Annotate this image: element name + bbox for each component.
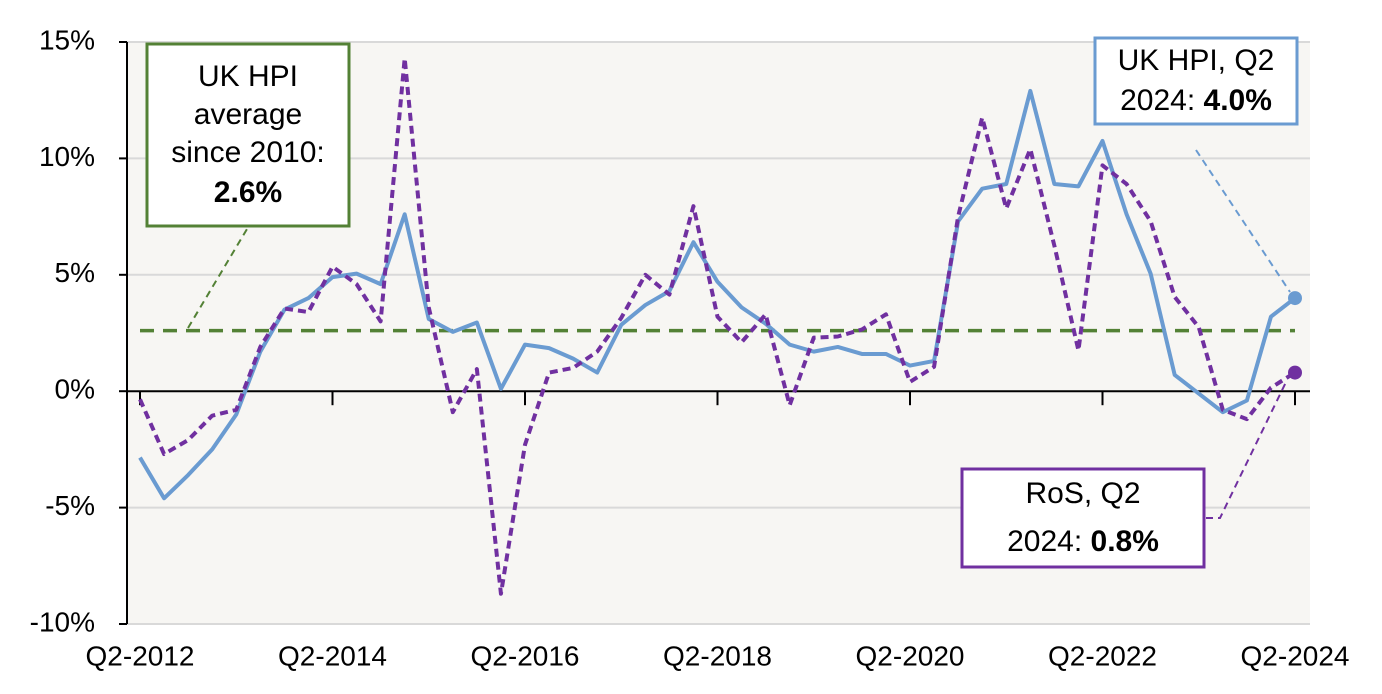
y-tick-label: -5% — [45, 490, 95, 521]
y-tick-label: 5% — [55, 257, 95, 288]
series-line — [138, 88, 1297, 501]
y-tick-label: -10% — [30, 606, 95, 637]
connector — [1195, 149, 1291, 293]
annotation-line: RoS, Q2 — [1025, 477, 1140, 510]
x-tick-label: Q2-2016 — [471, 640, 580, 671]
annotation-box — [1093, 36, 1299, 126]
x-tick-label: Q2-2020 — [856, 640, 965, 671]
series-line — [138, 56, 1297, 596]
annotation-line: 2024: — [1007, 525, 1082, 558]
x-tick-label: Q2-2024 — [1241, 640, 1350, 671]
end-marker — [1288, 291, 1302, 306]
annotation-text: 2024: 0.8% — [1007, 525, 1159, 558]
annotation-line: 2024: — [1120, 84, 1195, 117]
annotation-line: since 2010: — [171, 136, 324, 169]
annotation-value: 2.6% — [214, 176, 282, 209]
y-tick-label: 15% — [39, 24, 95, 55]
connector — [187, 223, 251, 329]
annotation-box — [145, 42, 351, 228]
x-tick-label: Q2-2012 — [86, 640, 195, 671]
annotation-box — [960, 467, 1206, 569]
y-tick-label: 0% — [55, 374, 95, 405]
annotation-value: 4.0% — [1204, 84, 1272, 117]
annotation-text: 2024: 4.0% — [1120, 84, 1272, 117]
end-marker — [1288, 365, 1302, 380]
y-tick-label: 10% — [39, 141, 95, 172]
x-tick-label: Q2-2022 — [1048, 640, 1157, 671]
annotation-line: average — [194, 98, 302, 131]
x-tick-label: Q2-2018 — [663, 640, 772, 671]
connector — [1206, 379, 1288, 519]
annotation-line: UK HPI, Q2 — [1118, 44, 1275, 77]
x-tick-label: Q2-2014 — [278, 640, 387, 671]
annotation-line: UK HPI — [198, 60, 298, 93]
annotation-value: 0.8% — [1091, 525, 1159, 558]
